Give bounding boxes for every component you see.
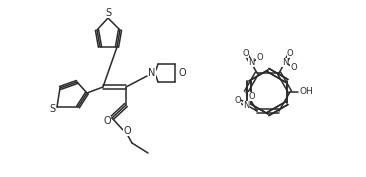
Text: N: N [282, 58, 288, 67]
Text: O: O [123, 126, 131, 136]
Text: O: O [243, 49, 249, 58]
Text: N: N [248, 58, 254, 67]
Text: OH: OH [299, 87, 313, 96]
Text: S: S [105, 8, 111, 18]
Text: N: N [243, 101, 250, 110]
Text: O: O [290, 63, 297, 72]
Text: N: N [148, 68, 156, 78]
Text: O: O [248, 92, 255, 101]
Text: S: S [49, 104, 55, 114]
Text: O: O [287, 49, 293, 58]
Text: O: O [235, 96, 241, 105]
Text: O: O [256, 53, 263, 62]
Text: O: O [178, 68, 186, 78]
Text: O: O [103, 116, 111, 126]
